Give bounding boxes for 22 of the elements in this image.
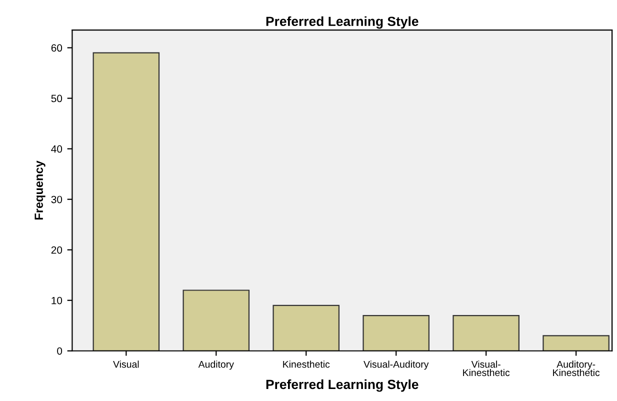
y-tick-label: 50: [51, 94, 62, 102]
x-axis-title: Preferred Learning Style: [266, 379, 418, 392]
x-tick-label: Visual: [113, 360, 139, 368]
bar: [182, 290, 250, 351]
y-tick-label: 0: [57, 347, 62, 355]
bar: [272, 304, 340, 351]
bar: [542, 335, 610, 351]
x-tick-label: Visual-Auditory: [364, 360, 429, 370]
chart-title: Preferred Learning Style: [266, 16, 418, 29]
x-tick-label: Auditory- Kinesthetic: [553, 360, 600, 376]
y-tick-label: 60: [51, 44, 62, 52]
y-tick-label: 30: [51, 196, 62, 204]
x-tick-label: Auditory: [198, 360, 234, 370]
y-axis-title: Frequency: [34, 160, 46, 220]
x-tick-label: Kinesthetic: [283, 360, 330, 368]
x-tick-label: Visual- Kinesthetic: [463, 360, 510, 376]
bar: [362, 314, 430, 351]
bar: [452, 314, 520, 351]
bar: [92, 52, 160, 351]
y-tick-label: 20: [51, 246, 62, 254]
y-tick-label: 40: [51, 145, 62, 153]
y-tick-label: 10: [52, 296, 62, 304]
